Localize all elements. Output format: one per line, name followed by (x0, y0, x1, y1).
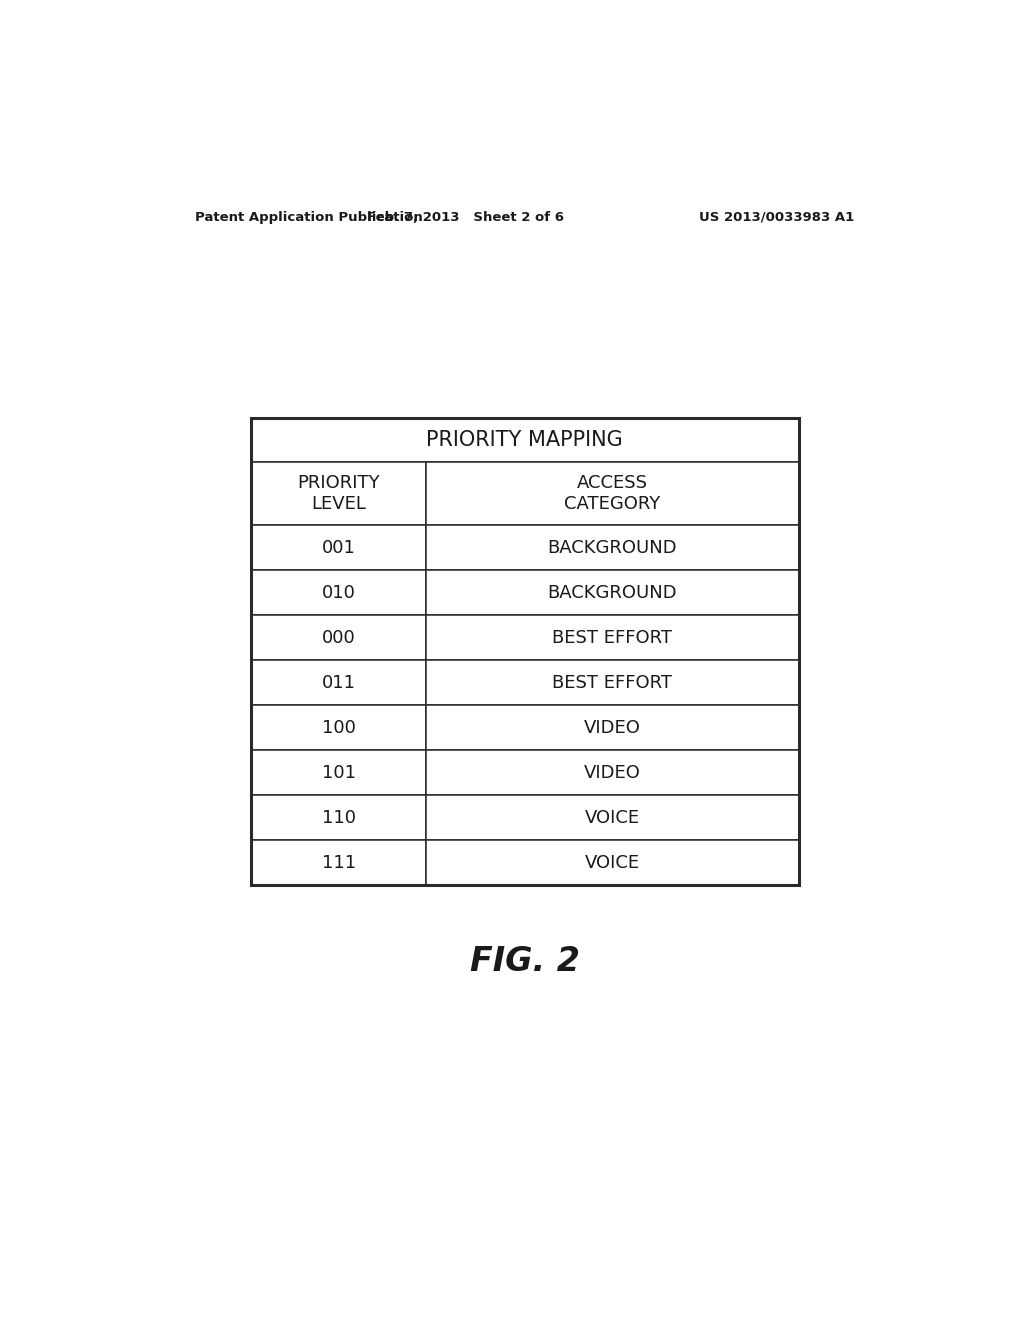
Text: 000: 000 (322, 628, 355, 647)
Bar (426, 795, 799, 840)
Bar (426, 462, 799, 525)
Text: VIDEO: VIDEO (584, 764, 641, 781)
Bar (426, 750, 799, 795)
Bar (426, 570, 799, 615)
Text: BACKGROUND: BACKGROUND (548, 583, 677, 602)
Bar (426, 840, 799, 886)
Text: 111: 111 (322, 854, 355, 871)
Bar (251, 525, 426, 570)
Text: 010: 010 (322, 583, 355, 602)
Text: 110: 110 (322, 809, 355, 826)
Bar (251, 462, 426, 525)
Bar (251, 417, 799, 886)
Text: VOICE: VOICE (585, 854, 640, 871)
Bar (251, 840, 426, 886)
Text: BEST EFFORT: BEST EFFORT (552, 628, 673, 647)
Text: Patent Application Publication: Patent Application Publication (196, 211, 423, 224)
Text: VIDEO: VIDEO (584, 718, 641, 737)
Text: BACKGROUND: BACKGROUND (548, 539, 677, 557)
Text: ACCESS
CATEGORY: ACCESS CATEGORY (564, 474, 660, 513)
Bar (251, 570, 426, 615)
Bar (251, 417, 799, 462)
Bar (251, 615, 426, 660)
Text: 001: 001 (322, 539, 355, 557)
Text: BEST EFFORT: BEST EFFORT (552, 673, 673, 692)
Text: Feb. 7, 2013   Sheet 2 of 6: Feb. 7, 2013 Sheet 2 of 6 (367, 211, 564, 224)
Text: PRIORITY MAPPING: PRIORITY MAPPING (426, 430, 624, 450)
Bar (426, 525, 799, 570)
Text: US 2013/0033983 A1: US 2013/0033983 A1 (699, 211, 854, 224)
Text: PRIORITY
LEVEL: PRIORITY LEVEL (297, 474, 380, 513)
Bar (426, 660, 799, 705)
Text: 011: 011 (322, 673, 355, 692)
Text: FIG. 2: FIG. 2 (470, 945, 580, 978)
Bar (251, 795, 426, 840)
Bar (251, 705, 426, 750)
Text: 101: 101 (322, 764, 355, 781)
Bar (251, 660, 426, 705)
Text: 100: 100 (322, 718, 355, 737)
Bar (426, 615, 799, 660)
Text: VOICE: VOICE (585, 809, 640, 826)
Bar (426, 705, 799, 750)
Bar (251, 750, 426, 795)
